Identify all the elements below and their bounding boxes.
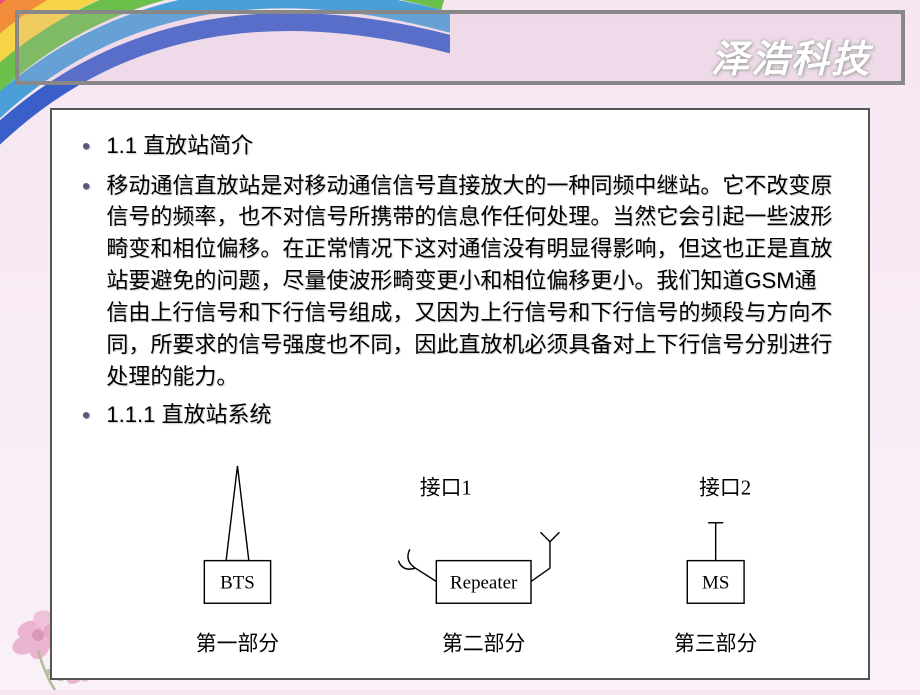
bullet-marker: • [82, 170, 90, 204]
title-bar: 泽浩科技 [15, 10, 905, 85]
bullet-text: 1.1.1 直放站系统 [106, 399, 838, 431]
bullet-heading-1: • 1.1 直放站简介 [82, 130, 838, 164]
brand-title: 泽浩科技 [711, 39, 871, 81]
bullet-heading-2: • 1.1.1 直放站系统 [82, 399, 838, 433]
system-diagram: BTS 第一部分 接口1 Repeater 第二部分 接口2 MS 第三部分 [82, 447, 838, 684]
svg-text:BTS: BTS [220, 573, 255, 594]
bullet-text: 移动通信直放站是对移动通信信号直接放大的一种同频中继站。它不改变原信号的频率，也… [106, 170, 838, 393]
bullet-paragraph: • 移动通信直放站是对移动通信信号直接放大的一种同频中继站。它不改变原信号的频率… [82, 170, 838, 393]
bullet-text: 1.1 直放站简介 [106, 130, 838, 162]
svg-text:接口1: 接口1 [420, 476, 472, 500]
svg-text:MS: MS [702, 573, 729, 594]
svg-text:第三部分: 第三部分 [674, 632, 757, 656]
svg-text:接口2: 接口2 [699, 476, 751, 500]
bullet-marker: • [82, 399, 90, 433]
svg-text:Repeater: Repeater [450, 573, 518, 594]
svg-text:第二部分: 第二部分 [442, 632, 525, 656]
svg-text:第一部分: 第一部分 [196, 632, 279, 656]
bullet-marker: • [82, 130, 90, 164]
content-box: • 1.1 直放站简介 • 移动通信直放站是对移动通信信号直接放大的一种同频中继… [50, 108, 870, 680]
